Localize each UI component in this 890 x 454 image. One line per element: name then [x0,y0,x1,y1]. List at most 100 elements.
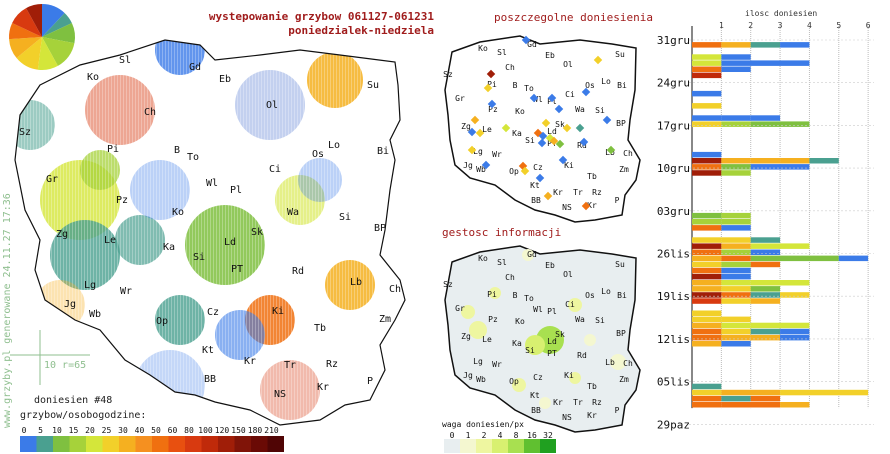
bar-segment [750,261,781,268]
city-label-small: Eb [545,51,555,60]
bar-segment [780,158,810,164]
city-label-small: Ch [505,63,515,72]
city-label-small: Op [509,167,519,176]
bar-segment [721,54,751,60]
bar-segment [750,164,810,170]
bar-segment [692,273,722,280]
bar-segment [692,267,722,274]
report-marker [581,87,591,97]
bar-x-tick: 6 [866,21,871,30]
city-label-density: Su [615,260,625,269]
city-label-density: Wa [575,315,585,324]
report-marker [545,133,555,143]
legend-tick: 15 [69,426,79,435]
pie-slice-7 [9,22,42,40]
city-label: Ka [163,242,175,253]
bar-segment [692,66,722,72]
city-label-density: Sk [555,330,565,339]
city-label: Ki [272,306,284,317]
bar-segment [692,286,722,292]
bar-segment [692,322,722,329]
city-label-small: Pi [487,80,497,89]
pie-slice-3 [42,37,75,66]
pie-slice-5 [16,37,42,70]
report-marker [579,137,589,147]
legend-tick: 150 [231,426,246,435]
city-label: Gd [189,62,201,73]
poland-border [14,39,406,426]
week-label: 31gru [657,34,690,47]
bar-segment [692,255,722,262]
report-marker [521,35,531,45]
city-label-density: Lo [601,287,611,296]
city-label-small: Rz [592,188,602,197]
bar-segment [809,158,839,164]
week-label: 24gru [657,77,690,90]
density-spot [512,378,526,392]
bar-segment [750,286,781,292]
city-label-small: Sk [555,120,565,129]
city-label-small: Wa [575,105,585,114]
city-label-small: Lb [605,148,615,157]
bar-x-tick: 5 [836,21,841,30]
legend-swatch-13 [234,436,251,452]
legend-tick: 10 [52,426,62,435]
city-label: Lg [84,280,96,291]
bar-segment [780,42,810,48]
legend-tick: 30 [118,426,128,435]
report-marker [562,123,572,133]
city-label-small: Tb [587,172,597,181]
city-label: Pi [107,144,119,155]
city-label-density: To [524,294,534,303]
city-label: Ol [266,100,278,111]
report-marker [602,115,612,125]
city-label-small: Sz [443,70,453,79]
bar-segment [721,225,751,231]
legend-tick: 100 [198,426,213,435]
report-marker [481,160,491,170]
bar-segment [721,267,751,274]
week-label: 12lis [657,333,690,346]
city-label-small: PT [547,139,557,148]
city-label: Tr [284,360,296,371]
density-tick: 8 [514,431,519,440]
density-tick: 16 [527,431,537,440]
bar-segment [721,164,751,170]
report-marker [606,145,616,155]
bar-segment [750,395,781,402]
pie-slice-6 [9,37,43,59]
legend-title: grzybow/osobogodzine: [20,410,147,421]
city-label-small: Wl [533,95,543,104]
bar-segment [721,316,751,323]
city-label: Wl [206,178,218,189]
generated-side-text: www.grzyby.pl generowane 24.11.27 17:36 [2,193,13,428]
city-label-density: Si [525,346,535,355]
city-label: Cz [207,307,219,318]
city-label: Zm [379,314,391,325]
report-marker [501,123,511,133]
bar-segment [692,237,722,243]
density-swatch-4 [508,439,524,453]
bar-segment [721,389,781,396]
bar-segment [692,151,722,158]
city-label-small: Jg [463,161,473,170]
bar-segment [692,90,722,97]
bar-segment [838,255,869,262]
report-marker [533,128,543,138]
city-label: B [174,145,180,156]
city-label-small: Gd [527,40,537,49]
bar-x-tick: 2 [748,21,753,30]
city-label: Si [339,212,351,223]
city-label-density: P [615,406,620,415]
density-tick: 0 [450,431,455,440]
city-label-small: Ol [563,60,573,69]
report-marker [549,136,559,146]
bar-segment [750,328,781,335]
report-marker [520,166,530,176]
bar-segment [692,389,722,396]
city-label: Wa [287,207,299,218]
pie-slice-4 [37,37,58,70]
city-label: Sl [119,55,131,66]
city-label-small: To [524,84,534,93]
bar-segment [721,249,751,255]
